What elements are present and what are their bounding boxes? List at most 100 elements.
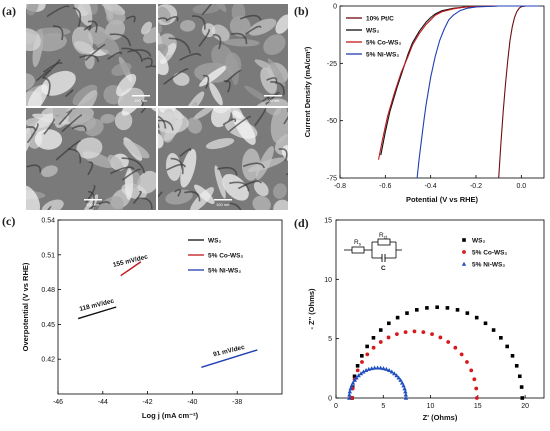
data-point-s1	[469, 368, 474, 373]
data-point-s2	[398, 377, 403, 382]
data-point-s2	[389, 369, 394, 374]
legend-marker-0	[462, 238, 466, 242]
data-point-s0	[435, 305, 439, 310]
data-point-s1	[360, 360, 364, 364]
data-point-s0	[405, 311, 409, 315]
data-point-s1	[421, 330, 426, 335]
sem-texture-1	[26, 4, 156, 106]
series-line-2	[201, 349, 258, 368]
data-point-s0	[514, 364, 519, 368]
data-point-s2	[399, 380, 405, 385]
y-tick-label: 0.45	[41, 322, 55, 329]
data-point-s0	[465, 311, 470, 315]
data-point-s2	[361, 369, 366, 374]
data-point-s0	[371, 336, 376, 340]
data-point-s1	[371, 345, 376, 350]
panel-label-a: (a)	[2, 4, 16, 18]
data-point-s1	[465, 360, 469, 364]
data-point-s1	[474, 386, 479, 391]
legend-label-0: 10% Pt/C	[366, 16, 394, 23]
y-tick-label: 0.51	[41, 252, 55, 259]
y-tick-label: 0.54	[41, 218, 55, 225]
polarization-curve-chart: -0.8 -0.6 -0.4 -0.2 0.0 0 -25 -50 -75 Potential (…	[303, 4, 545, 204]
x-tick-label: 0	[334, 403, 338, 410]
slope-annotation-0: 118 mV/dec	[79, 298, 115, 313]
legend-label-2: 5% Ni-WS₂	[208, 268, 241, 275]
data-point-s2	[347, 392, 352, 397]
sem-image-4: 100 nm	[158, 108, 288, 210]
data-point-s0	[519, 385, 524, 389]
data-point-s2	[401, 383, 406, 388]
x-tick-label: -38	[232, 399, 242, 406]
data-point-s0	[445, 306, 450, 310]
legend-label-3: 5% Ni-WS₂	[366, 52, 399, 59]
plot-frame	[335, 219, 545, 399]
x-tick-label: -0.2	[470, 183, 482, 190]
y-tick-label: -25	[327, 61, 337, 68]
data-point-s2	[394, 373, 399, 378]
data-point-s1	[446, 340, 451, 344]
y-tick-label: 10	[324, 277, 332, 284]
rct-label: Rct	[379, 232, 388, 240]
data-point-s2	[354, 375, 359, 380]
panel-label-c: (c)	[2, 214, 16, 228]
y-tick-label: 0.48	[41, 287, 55, 294]
rct-resistor	[377, 238, 391, 246]
sem-texture-4	[158, 108, 288, 210]
data-point-s2	[386, 368, 392, 373]
scale-label-3: 100 nm	[86, 202, 100, 207]
panel-label-d: (d)	[294, 216, 309, 230]
x-tick-label: -46	[53, 399, 63, 406]
sem-texture-3	[26, 108, 156, 210]
y-tick-label: 5	[328, 336, 332, 343]
series-line-3	[416, 5, 540, 179]
data-point-s1	[459, 352, 464, 357]
plot-frame	[339, 5, 545, 179]
data-point-s1	[403, 330, 408, 335]
x-tick-label: 0.0	[516, 183, 526, 190]
x-tick-label: -42	[143, 399, 153, 406]
x-tick-label: -40	[187, 399, 197, 406]
data-point-s1	[394, 332, 399, 337]
y-axis-label: Overpotential (V vs RHE)	[21, 262, 30, 351]
x-axis-label: Potential (V vs RHE)	[406, 195, 479, 204]
data-point-s0	[415, 308, 419, 312]
tafel-slope-chart: -46 -44 -42 -40 -38 0.54 0.51 0.48 0.45 0.42 Log j…	[21, 218, 283, 420]
data-point-s2	[350, 380, 356, 385]
data-point-s1	[430, 332, 434, 337]
nyquist-plot-chart: 0 5 10 15 20 0 5 10 15 Z' (Ohms) - Z'' (Ohms) WS₂ 5%…	[307, 218, 545, 422]
data-point-s1	[350, 396, 354, 400]
panel-label-b: (b)	[294, 4, 309, 18]
data-point-s2	[396, 375, 401, 380]
series-line-0	[77, 306, 117, 320]
data-point-s0	[387, 321, 391, 326]
data-point-s1	[474, 396, 479, 400]
y-tick-label: -75	[327, 176, 337, 183]
c-label: C	[381, 265, 386, 272]
legend-label-0: WS₂	[208, 238, 221, 245]
x-axis-label: Z' (Ohms)	[423, 413, 458, 422]
data-point-s0	[352, 374, 357, 379]
data-point-s2	[375, 365, 380, 370]
x-tick-label: 15	[474, 403, 482, 410]
sem-image-1: 100 nm	[26, 4, 156, 106]
x-tick-label: 5	[381, 403, 385, 410]
legend-label-1: 5% Co-WS₂	[472, 250, 508, 257]
rs-resistor	[351, 246, 365, 254]
x-tick-label: -0.8	[334, 183, 346, 190]
data-point-s2	[358, 371, 364, 376]
data-point-s2	[392, 371, 397, 376]
data-point-s0	[395, 315, 400, 320]
data-point-s0	[517, 374, 522, 379]
y-tick-label: 0	[333, 4, 337, 11]
data-point-s2	[403, 389, 408, 394]
series-line-2	[377, 5, 540, 160]
slope-annotation-1: 155 mV/dec	[112, 253, 149, 269]
rs-label: Rs	[354, 239, 362, 247]
data-point-s0	[455, 308, 460, 312]
data-point-s2	[363, 368, 369, 373]
legend-marker-1	[462, 250, 466, 254]
data-point-s0	[520, 396, 525, 400]
x-tick-label: -44	[98, 399, 108, 406]
data-point-s2	[356, 373, 361, 378]
